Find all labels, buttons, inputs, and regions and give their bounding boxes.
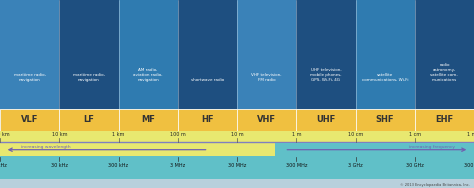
Text: VHF: VHF	[257, 115, 276, 124]
Text: 1 cm: 1 cm	[409, 132, 421, 137]
Text: 100 km: 100 km	[0, 132, 9, 137]
Text: 30 MHz: 30 MHz	[228, 163, 246, 168]
Bar	[0, 131, 474, 156]
Text: 100 m: 100 m	[170, 132, 186, 137]
Text: SHF: SHF	[376, 115, 394, 124]
Text: UHF: UHF	[316, 115, 336, 124]
Text: HF: HF	[201, 115, 214, 124]
Bar	[237, 0, 296, 109]
Bar	[59, 109, 118, 131]
Bar	[0, 0, 59, 109]
Text: 10 cm: 10 cm	[348, 132, 363, 137]
Bar	[59, 0, 118, 109]
Text: maritime radio,
navigation: maritime radio, navigation	[14, 73, 46, 82]
Text: 3 GHz: 3 GHz	[348, 163, 363, 168]
Text: radio
astronomy,
satellite com-
munications: radio astronomy, satellite com- municati…	[430, 63, 458, 82]
Text: satellite
communications, Wi-Fi: satellite communications, Wi-Fi	[362, 73, 409, 82]
Text: 1 km: 1 km	[112, 132, 125, 137]
Bar	[415, 0, 474, 109]
Bar	[178, 109, 237, 131]
Text: EHF: EHF	[435, 115, 454, 124]
Text: 300 kHz: 300 kHz	[109, 163, 128, 168]
Bar	[0, 156, 474, 179]
Bar	[415, 109, 474, 131]
Bar	[0, 109, 59, 131]
Text: 1 m: 1 m	[292, 132, 301, 137]
Text: VLF: VLF	[21, 115, 38, 124]
Bar	[356, 109, 415, 131]
Bar	[275, 143, 474, 156]
Text: 3 kHz: 3 kHz	[0, 163, 7, 168]
Bar	[118, 109, 178, 131]
Text: UHF television,
mobile phones,
GPS, Wi-Fi, 4G: UHF television, mobile phones, GPS, Wi-F…	[310, 68, 342, 82]
Text: increasing frequency: increasing frequency	[409, 145, 455, 149]
Text: 300 GHz: 300 GHz	[464, 163, 474, 168]
Text: 1 mm: 1 mm	[467, 132, 474, 137]
Text: shortwave radio: shortwave radio	[191, 78, 224, 82]
Bar	[237, 109, 296, 131]
Text: LF: LF	[83, 115, 94, 124]
Bar	[178, 0, 237, 109]
Bar	[118, 0, 178, 109]
Text: increasing wavelength: increasing wavelength	[21, 145, 71, 149]
Text: 300 MHz: 300 MHz	[285, 163, 307, 168]
Bar	[356, 0, 415, 109]
Text: 30 GHz: 30 GHz	[406, 163, 424, 168]
Text: MF: MF	[141, 115, 155, 124]
Text: AM radio,
aviation radio,
navigation: AM radio, aviation radio, navigation	[133, 68, 163, 82]
Bar	[296, 109, 356, 131]
Text: maritime radio,
navigation: maritime radio, navigation	[73, 73, 105, 82]
Text: © 2013 Encyclopaedia Britannica, Inc.: © 2013 Encyclopaedia Britannica, Inc.	[400, 183, 469, 187]
Text: 10 km: 10 km	[52, 132, 67, 137]
Bar	[296, 0, 356, 109]
Text: 30 kHz: 30 kHz	[51, 163, 68, 168]
Text: 3 MHz: 3 MHz	[170, 163, 185, 168]
Text: 10 m: 10 m	[231, 132, 243, 137]
Text: VHF television,
FM radio: VHF television, FM radio	[251, 73, 282, 82]
